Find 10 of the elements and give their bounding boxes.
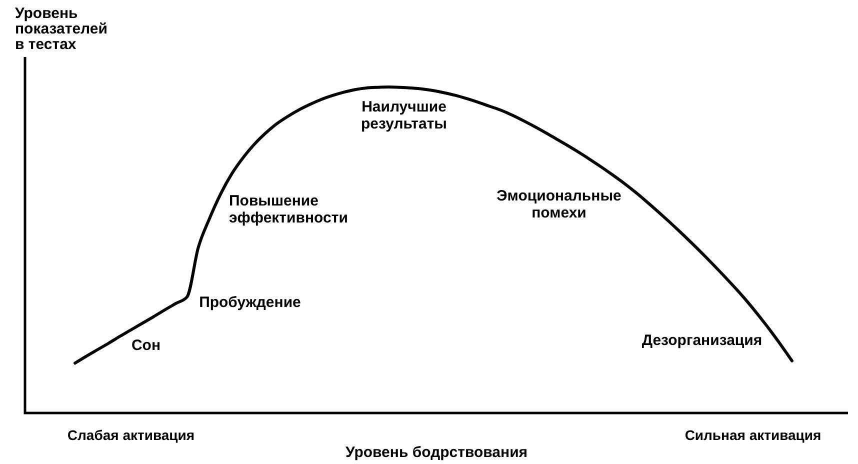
annotation: Повышение эффективности [229, 192, 348, 226]
text: Слабая активация [67, 427, 195, 443]
annotation: Дезорганизация [642, 332, 762, 349]
x-axis-title: Уровень бодрствования [345, 444, 528, 461]
annotation: Наилучшие результаты [360, 98, 448, 132]
annotation: Эмоциональные помехи [496, 188, 622, 222]
text: Сильная активация [684, 427, 822, 443]
y-axis-title: Уровень показателей в тестах [15, 5, 108, 53]
annotation: Сон [131, 337, 161, 354]
annotation: Пробуждение [199, 294, 301, 311]
